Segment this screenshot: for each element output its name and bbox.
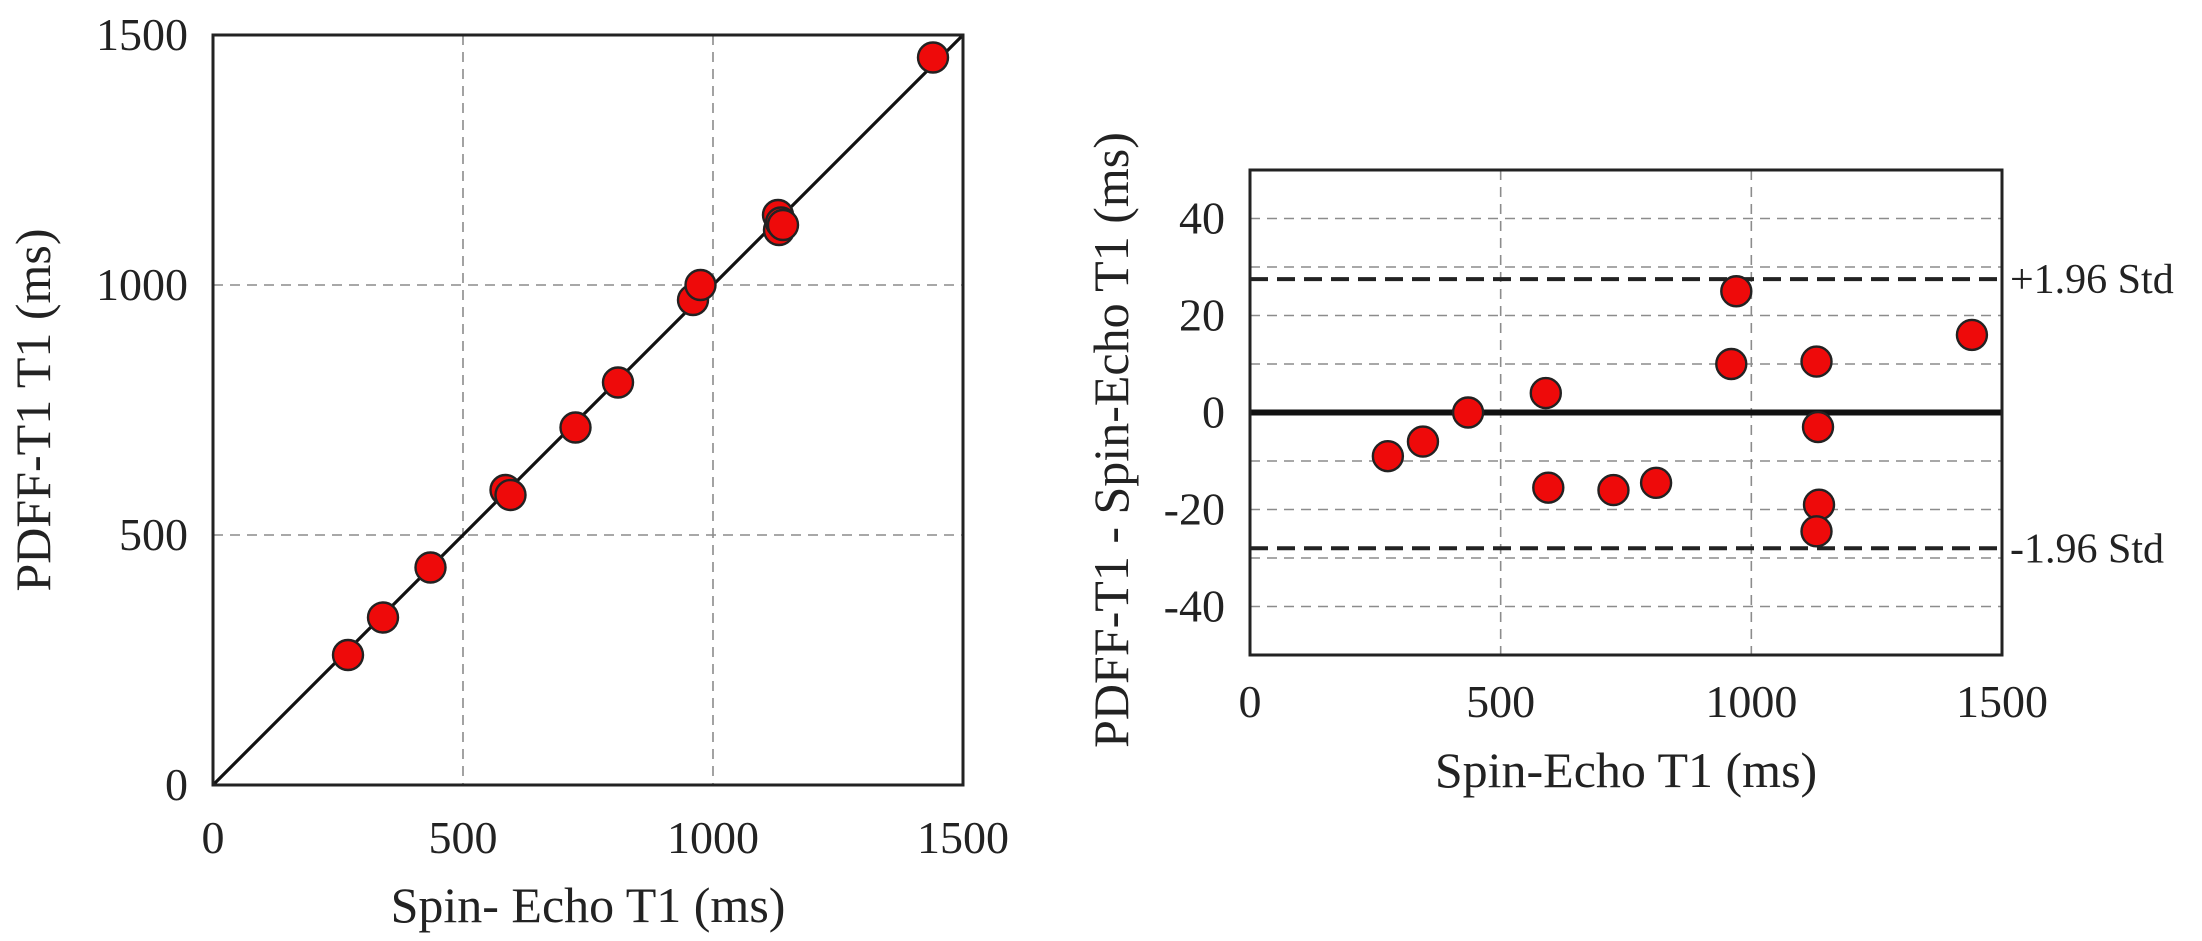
x-tick-label: 0: [202, 812, 225, 863]
identity-line: [211, 33, 965, 787]
data-point: [1529, 376, 1562, 410]
bland-altman-chart: 0 500 1000 1500 -40 -20 0 20 40 +1.96 Std -1.96…: [1083, 132, 2174, 798]
correlation-plot-frame: [211, 33, 965, 787]
correlation-x-axis-title: Spin- Echo T1 (ms): [391, 877, 786, 933]
data-point: [559, 411, 592, 444]
y-tick-label: 500: [119, 509, 188, 560]
data-point: [1532, 471, 1565, 504]
correlation-chart: 0 500 1000 1500 0 500 1000 1500 Spin- Echo T1 …: [5, 9, 1009, 933]
x-tick-label: 0: [1239, 676, 1262, 727]
correlation-grid: [213, 35, 963, 785]
y-tick-label: -40: [1164, 581, 1225, 632]
x-tick-label: 500: [429, 812, 498, 863]
y-tick-label: 1000: [96, 259, 188, 310]
bland-altman-points: [1371, 275, 1989, 548]
correlation-y-ticks: 0 500 1000 1500: [96, 9, 188, 810]
y-tick-label: 1500: [96, 9, 188, 60]
x-tick-label: 1000: [1705, 676, 1797, 727]
data-point: [494, 478, 527, 512]
data-point: [1800, 515, 1833, 548]
correlation-y-axis-title: PDFF-T1 T1 (ms): [5, 228, 61, 591]
data-point: [1715, 347, 1748, 381]
data-point: [1955, 318, 1989, 352]
data-point: [1720, 275, 1753, 308]
y-tick-label: -20: [1164, 484, 1225, 535]
bland-altman-y-ticks: -40 -20 0 20 40: [1164, 193, 1225, 632]
bland-altman-plot-frame: [1248, 168, 2004, 657]
x-tick-label: 1500: [917, 812, 1009, 863]
lower-limit-label: -1.96 Std: [2010, 526, 2164, 572]
y-tick-label: 0: [1202, 387, 1225, 438]
y-tick-label: 0: [165, 759, 188, 810]
x-tick-label: 1500: [1956, 676, 2048, 727]
data-point: [1451, 396, 1485, 429]
bland-altman-x-axis-title: Spin-Echo T1 (ms): [1435, 742, 1817, 798]
upper-limit-label: +1.96 Std: [2010, 257, 2174, 303]
data-point: [1800, 345, 1833, 378]
data-point: [1406, 425, 1440, 458]
bland-altman-y-axis-title: PDFF-T1 - Spin-Echo T1 (ms): [1083, 132, 1139, 748]
data-point: [601, 366, 635, 399]
data-point: [1371, 439, 1405, 473]
data-point: [331, 638, 365, 672]
y-tick-label: 20: [1179, 290, 1225, 341]
data-point: [366, 601, 400, 634]
y-tick-label: 40: [1179, 193, 1225, 244]
data-point: [1801, 410, 1835, 444]
data-point: [916, 41, 950, 74]
data-point: [684, 268, 717, 302]
data-point: [1597, 473, 1630, 507]
correlation-points: [331, 41, 950, 672]
bland-altman-x-ticks: 0 500 1000 1500: [1239, 676, 2049, 727]
data-point: [414, 551, 447, 584]
correlation-x-ticks: 0 500 1000 1500: [202, 812, 1010, 863]
data-point: [1639, 466, 1673, 500]
x-tick-label: 1000: [667, 812, 759, 863]
x-tick-label: 500: [1466, 676, 1535, 727]
data-point: [1802, 488, 1836, 521]
data-point: [766, 208, 800, 242]
